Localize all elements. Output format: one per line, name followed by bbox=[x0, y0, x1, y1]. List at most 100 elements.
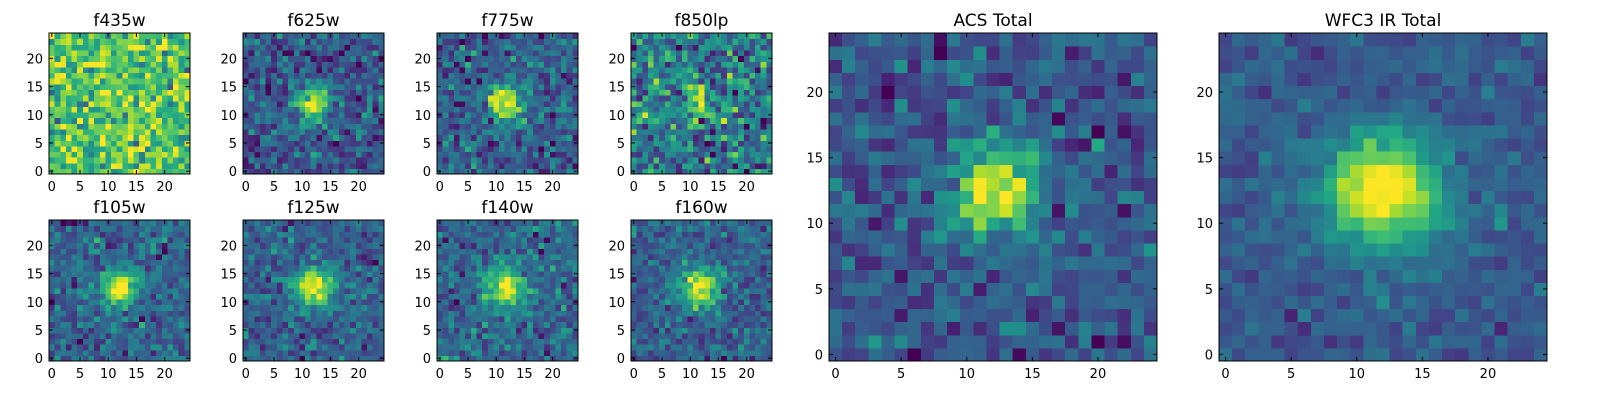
heatmap-cell bbox=[487, 276, 494, 283]
heatmap-cell bbox=[647, 55, 655, 62]
heatmap-cell bbox=[99, 321, 106, 328]
heatmap-cell bbox=[184, 265, 191, 272]
heatmap-cell bbox=[561, 287, 568, 294]
heatmap-cell bbox=[105, 134, 112, 141]
heatmap-cell bbox=[538, 287, 545, 294]
heatmap-cell bbox=[561, 89, 568, 96]
heatmap-cell bbox=[248, 134, 255, 141]
heatmap-cell bbox=[437, 151, 444, 158]
heatmap-cell bbox=[82, 83, 90, 90]
heatmap-cell bbox=[453, 253, 461, 261]
heatmap-cell bbox=[82, 151, 90, 158]
heatmap-cell bbox=[555, 33, 562, 40]
heatmap-cell bbox=[111, 259, 118, 266]
heatmap-cell bbox=[538, 44, 545, 51]
heatmap-cell bbox=[271, 61, 278, 68]
heatmap-cell bbox=[532, 310, 540, 317]
heatmap-cell bbox=[350, 168, 357, 175]
heatmap-cell bbox=[437, 287, 444, 294]
heatmap-cell bbox=[470, 38, 478, 45]
heatmap-cell bbox=[77, 78, 84, 85]
heatmap-cell bbox=[248, 265, 255, 272]
heatmap-cell bbox=[493, 100, 500, 107]
heatmap-cell bbox=[305, 220, 312, 227]
heatmap-cell bbox=[476, 78, 483, 85]
heatmap-cell bbox=[361, 61, 368, 68]
heatmap-cell bbox=[116, 117, 123, 124]
heatmap-cell bbox=[333, 44, 340, 51]
heatmap-cell bbox=[482, 55, 489, 62]
heatmap-cell bbox=[344, 265, 351, 272]
heatmap-cell bbox=[282, 276, 289, 283]
heatmap-cell bbox=[659, 100, 666, 107]
heatmap-cell bbox=[515, 344, 523, 351]
heatmap-cell bbox=[333, 83, 340, 90]
heatmap-cell bbox=[715, 117, 722, 124]
heatmap-cell bbox=[338, 162, 346, 169]
heatmap-cell bbox=[327, 83, 334, 90]
y-tick-label: 0 bbox=[35, 352, 43, 367]
heatmap-cell bbox=[49, 100, 56, 107]
heatmap-cells bbox=[631, 220, 773, 362]
heatmap-cell bbox=[726, 89, 734, 96]
heatmap-cell bbox=[338, 140, 346, 147]
heatmap-cell bbox=[715, 293, 722, 300]
heatmap-cell bbox=[487, 157, 494, 164]
heatmap-cell bbox=[504, 310, 511, 317]
heatmap-cell bbox=[99, 55, 106, 62]
heatmap-cell bbox=[555, 78, 562, 85]
x-tick-label: 10 bbox=[294, 180, 311, 195]
heatmap-cell bbox=[726, 162, 734, 169]
heatmap-cell bbox=[459, 157, 466, 164]
heatmap-cell bbox=[105, 298, 112, 306]
heatmap-cell bbox=[243, 265, 250, 272]
heatmap-cell bbox=[65, 168, 73, 175]
heatmap-cell bbox=[709, 106, 717, 113]
heatmap-cell bbox=[316, 145, 323, 153]
heatmap-cell bbox=[749, 95, 756, 102]
heatmap-cell bbox=[355, 248, 363, 255]
heatmap-cell bbox=[276, 242, 284, 249]
heatmap-cell bbox=[344, 349, 351, 356]
heatmap-cell bbox=[749, 38, 756, 45]
heatmap-cell bbox=[642, 276, 649, 283]
heatmap-cell bbox=[709, 344, 717, 351]
heatmap-cell bbox=[94, 231, 101, 238]
heatmap-cell bbox=[715, 128, 722, 136]
heatmap-cell bbox=[144, 140, 152, 147]
heatmap-cell bbox=[60, 49, 67, 57]
heatmap-cell bbox=[111, 61, 118, 68]
heatmap-cell bbox=[704, 100, 711, 107]
heatmap-cell bbox=[282, 140, 289, 147]
heatmap-cell bbox=[105, 145, 112, 153]
heatmap-cell bbox=[111, 315, 118, 323]
heatmap-cell bbox=[470, 117, 478, 124]
heatmap-cell bbox=[144, 298, 152, 306]
heatmap-cell bbox=[743, 106, 751, 113]
heatmap-cell bbox=[288, 145, 295, 153]
heatmap-cell bbox=[378, 123, 385, 130]
heatmap-cell bbox=[116, 321, 123, 328]
heatmap-cell bbox=[510, 66, 517, 74]
heatmap-cell bbox=[82, 332, 90, 340]
heatmap-cell bbox=[355, 106, 363, 113]
heatmap-cell bbox=[178, 106, 185, 113]
heatmap-cell bbox=[704, 315, 711, 323]
heatmap-cell bbox=[344, 140, 351, 147]
heatmap-cell bbox=[749, 355, 756, 362]
heatmap-cell bbox=[499, 66, 506, 74]
heatmap-cell bbox=[271, 49, 278, 57]
heatmap-cell bbox=[538, 157, 545, 164]
heatmap-cell bbox=[333, 242, 340, 249]
heatmap-cell bbox=[161, 259, 169, 266]
heatmap-cell bbox=[321, 33, 329, 40]
heatmap-cell bbox=[721, 128, 728, 136]
heatmap-cell bbox=[316, 168, 323, 175]
heatmap-cell bbox=[139, 242, 146, 249]
heatmap-cell bbox=[65, 344, 73, 351]
heatmap-cell bbox=[77, 134, 84, 141]
heatmap-cell bbox=[282, 49, 289, 57]
heatmap-cell bbox=[704, 123, 711, 130]
heatmap-cell bbox=[687, 117, 694, 124]
heatmap-cell bbox=[265, 168, 272, 175]
